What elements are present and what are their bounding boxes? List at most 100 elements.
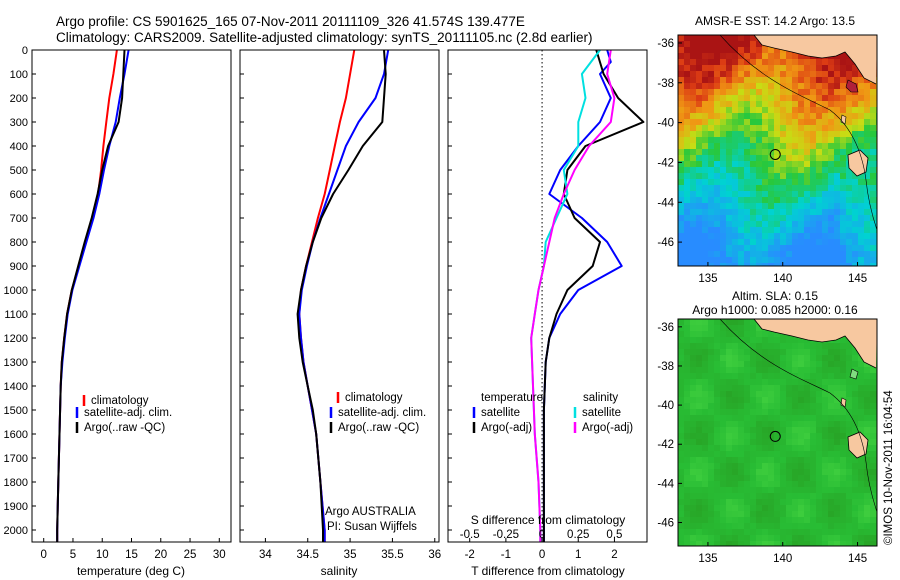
m1-cell xyxy=(738,101,745,108)
m2-cell xyxy=(804,499,811,506)
m2-cell xyxy=(852,517,859,524)
m2-cell xyxy=(714,397,721,404)
m1-cell xyxy=(732,89,739,96)
m1-cell xyxy=(678,107,685,114)
m2-cell xyxy=(702,373,709,380)
m2-cell xyxy=(816,367,823,374)
m2-cell xyxy=(714,487,721,494)
m1-cell xyxy=(756,203,763,210)
m2-cell xyxy=(702,433,709,440)
m1-cell xyxy=(774,221,781,228)
m1-cell xyxy=(792,95,799,102)
m2-cell xyxy=(690,439,697,446)
m1-cell xyxy=(870,257,877,264)
m2-cell xyxy=(792,523,799,530)
m2-cell xyxy=(810,493,817,500)
m1-cell xyxy=(858,89,865,96)
m2-cell xyxy=(834,355,841,362)
m2-cell xyxy=(690,343,697,350)
temperature-legend-satellite: satellite-adj. clim. xyxy=(84,407,172,419)
m1-cell xyxy=(834,89,841,96)
m1-cell xyxy=(726,71,733,78)
m1-lat-label: -46 xyxy=(657,237,674,249)
m2-cell xyxy=(804,541,811,546)
m1-cell xyxy=(816,89,823,96)
m1-cell xyxy=(732,215,739,222)
m1-cell xyxy=(846,95,853,102)
m1-cell xyxy=(864,203,871,210)
m2-cell xyxy=(798,403,805,410)
m1-cell xyxy=(864,251,871,258)
m1-cell xyxy=(822,227,829,234)
m1-cell xyxy=(780,131,787,138)
m2-cell xyxy=(720,367,727,374)
m2-cell xyxy=(864,523,871,530)
m2-cell xyxy=(864,517,871,524)
m1-cell xyxy=(792,227,799,234)
m2-cell xyxy=(696,505,703,512)
m2-cell xyxy=(750,319,757,326)
m1-cell xyxy=(768,143,775,150)
m2-cell xyxy=(756,373,763,380)
m1-cell xyxy=(786,239,793,246)
m2-cell xyxy=(816,463,823,470)
m1-cell xyxy=(840,107,847,114)
m1-cell xyxy=(708,197,715,204)
m2-cell xyxy=(774,397,781,404)
m2-cell xyxy=(678,367,685,374)
m2-cell xyxy=(702,535,709,542)
m1-cell xyxy=(786,149,793,156)
m2-cell xyxy=(840,541,847,546)
depth-tick-label: 1100 xyxy=(4,309,28,321)
m2-cell xyxy=(846,463,853,470)
m1-cell xyxy=(714,125,721,132)
m2-cell xyxy=(852,367,859,374)
m1-cell xyxy=(744,227,751,234)
m2-cell xyxy=(750,445,757,452)
m2-cell xyxy=(792,511,799,518)
m1-cell xyxy=(840,239,847,246)
m2-cell xyxy=(762,517,769,524)
m2-cell xyxy=(726,427,733,434)
m2-cell xyxy=(744,427,751,434)
m1-cell xyxy=(708,149,715,156)
m2-cell xyxy=(804,349,811,356)
m1-cell xyxy=(696,89,703,96)
m1-cell xyxy=(690,125,697,132)
sla-map-coastline xyxy=(753,319,877,369)
m1-cell xyxy=(714,233,721,240)
m1-cell xyxy=(798,179,805,186)
m1-cell xyxy=(810,251,817,258)
m1-cell xyxy=(804,191,811,198)
m1-cell xyxy=(828,233,835,240)
m1-cell xyxy=(786,179,793,186)
m1-cell xyxy=(726,131,733,138)
m2-cell xyxy=(762,361,769,368)
m1-cell xyxy=(852,251,859,258)
m2-cell xyxy=(822,523,829,530)
m1-cell xyxy=(744,131,751,138)
m1-cell xyxy=(774,257,781,264)
m2-cell xyxy=(804,493,811,500)
m1-cell xyxy=(678,65,685,72)
m1-cell xyxy=(678,167,685,174)
m2-cell xyxy=(750,535,757,542)
m1-cell xyxy=(870,95,877,102)
m2-cell xyxy=(852,409,859,416)
m2-cell xyxy=(756,523,763,530)
m1-cell xyxy=(840,95,847,102)
m1-cell xyxy=(732,245,739,252)
m2-cell xyxy=(846,481,853,488)
m1-cell xyxy=(822,119,829,126)
m1-cell xyxy=(768,167,775,174)
m2-cell xyxy=(864,445,871,452)
m1-cell xyxy=(792,113,799,120)
m1-cell xyxy=(786,83,793,90)
m1-cell xyxy=(804,233,811,240)
m2-cell xyxy=(768,451,775,458)
m2-cell xyxy=(690,361,697,368)
m1-cell xyxy=(750,119,757,126)
m2-cell xyxy=(786,499,793,506)
m1-cell xyxy=(768,95,775,102)
m1-cell xyxy=(726,77,733,84)
